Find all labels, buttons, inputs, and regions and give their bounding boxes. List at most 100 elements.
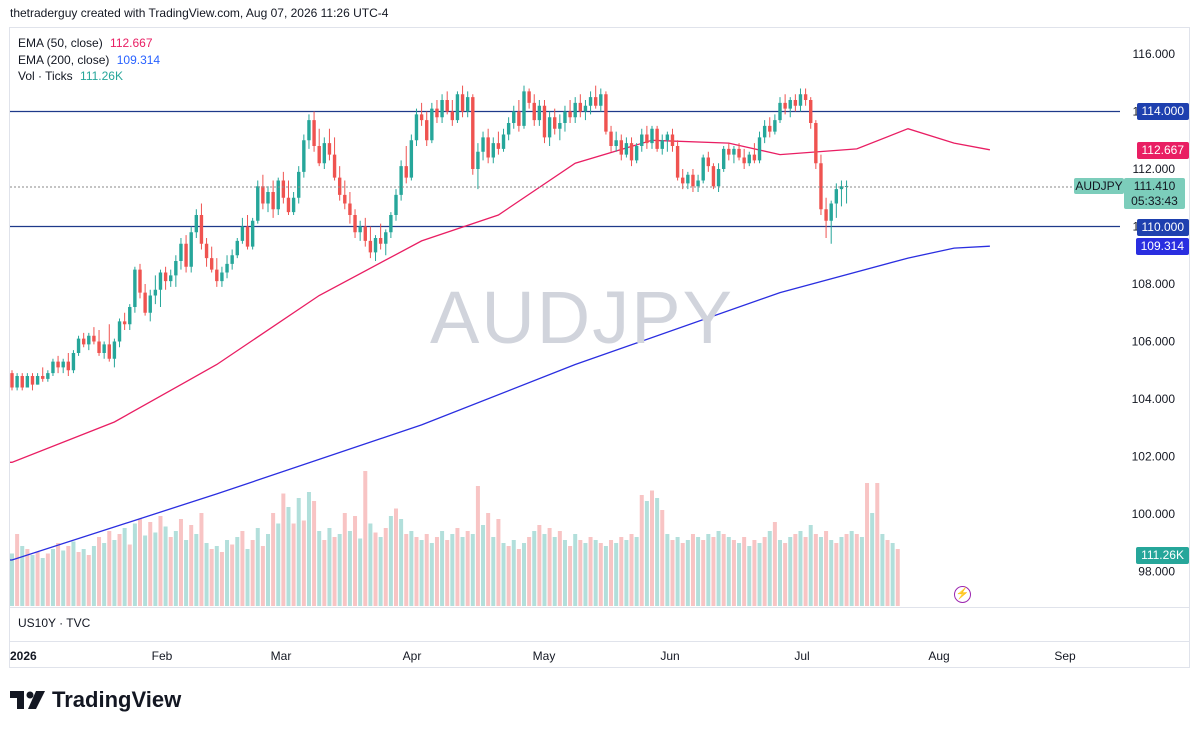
volume-bar (614, 543, 619, 606)
volume-bar (859, 537, 864, 606)
ema200-path (10, 245, 990, 561)
candle-body (128, 307, 132, 325)
candle-body (681, 177, 685, 184)
candle-body (450, 111, 455, 121)
pane-separator[interactable] (10, 607, 1189, 608)
volume-bar (603, 546, 608, 606)
volume-bar (481, 525, 486, 606)
volume-bar (547, 528, 552, 606)
tradingview-logo[interactable]: TradingView (10, 687, 181, 713)
volume-bar (706, 534, 711, 606)
candle-body (742, 157, 746, 164)
volume-bar (266, 534, 270, 606)
volume-bar (199, 513, 204, 606)
volume-bar (670, 540, 675, 606)
candle-body (783, 102, 787, 109)
candle-body (204, 243, 209, 259)
volume-bar (496, 519, 501, 606)
candle-body (629, 143, 634, 161)
volume-bar (322, 540, 327, 606)
volume-bar (895, 549, 900, 606)
volume-bar (15, 534, 20, 606)
volume-bar (762, 537, 767, 606)
candle-body (532, 102, 536, 121)
volume-bar (291, 523, 296, 606)
time-tick-label: May (533, 649, 556, 663)
volume-bar (383, 528, 388, 606)
volume-bar (660, 510, 665, 606)
legend-volume[interactable]: Vol · Ticks 111.26K (18, 68, 160, 85)
ema50-line (10, 128, 991, 463)
candle-body (143, 292, 147, 313)
volume-bar (609, 540, 614, 606)
pane2-legend[interactable]: US10Y · TVC (18, 616, 91, 630)
volume-bar (91, 546, 96, 606)
volume-bar (772, 522, 777, 606)
volume-bar (235, 537, 240, 606)
volume-bar (511, 540, 516, 606)
volume-bar (25, 549, 30, 606)
volume-bar (301, 520, 306, 606)
candle-body (665, 134, 670, 141)
volume-bar (880, 534, 885, 606)
candle-body (752, 154, 757, 161)
candle-body (337, 177, 342, 195)
volume-bar (752, 540, 757, 606)
volume-bar (690, 534, 695, 606)
volume-bar (332, 537, 337, 606)
volume-bar (839, 537, 844, 606)
candle-body (793, 100, 798, 106)
volume-bar (373, 532, 378, 606)
volume-bar (419, 540, 424, 606)
volume-bar (271, 513, 276, 606)
legend-ema50[interactable]: EMA (50, close) 112.667 (18, 35, 160, 52)
price-axis[interactable]: 116.000114.000112.000110.000108.000106.0… (1132, 47, 1176, 579)
candle-body (522, 91, 526, 126)
candle-body (148, 295, 152, 313)
candle-body (568, 111, 572, 118)
volume-bar (552, 537, 557, 606)
volume-bar (281, 493, 286, 606)
candle-body (660, 140, 664, 149)
candle-body (332, 154, 337, 178)
volume-bar (757, 543, 762, 606)
volume-bar (875, 483, 880, 606)
volume-bar (731, 540, 736, 606)
volume-bar (194, 534, 199, 606)
volume-bar (184, 540, 189, 606)
volume-bar (813, 534, 818, 606)
volume-bar (747, 546, 752, 606)
volume-bar (306, 492, 311, 606)
volume-bar (865, 483, 870, 606)
volume-bar (363, 471, 368, 606)
volume-bar (501, 543, 506, 606)
lightning-icon[interactable]: ⚡ (954, 586, 971, 603)
volume-bar (97, 537, 102, 606)
volume-bar (56, 543, 61, 606)
volume-bar (163, 526, 168, 606)
chart-attribution: thetraderguy created with TradingView.co… (10, 6, 389, 20)
candle-body (194, 215, 199, 233)
candle-body (640, 134, 644, 146)
volume-bar (260, 546, 265, 606)
candle-body (609, 131, 613, 146)
candle-body (322, 143, 327, 164)
candle-body (163, 272, 168, 282)
price-tick-label: 108.000 (1132, 277, 1176, 291)
volume-bar (409, 531, 414, 606)
candle-body (465, 97, 470, 112)
volume-bar (834, 543, 839, 606)
candle-body (307, 120, 311, 141)
time-axis[interactable]: 2026 Feb Mar Apr May Jun Jul Aug Sep (10, 649, 1076, 663)
ema50-tag: 112.667 (1136, 142, 1189, 159)
legend-ema200[interactable]: EMA (200, close) 109.314 (18, 52, 160, 69)
candle-body (327, 143, 332, 155)
candle-body (363, 226, 367, 241)
volume-bar (562, 540, 567, 606)
volume-bar (593, 540, 598, 606)
chart-frame[interactable] (9, 27, 1190, 668)
candle-body (286, 197, 291, 213)
symbol-watermark: AUDJPY (430, 276, 734, 359)
time-tick-label: Aug (928, 649, 949, 663)
